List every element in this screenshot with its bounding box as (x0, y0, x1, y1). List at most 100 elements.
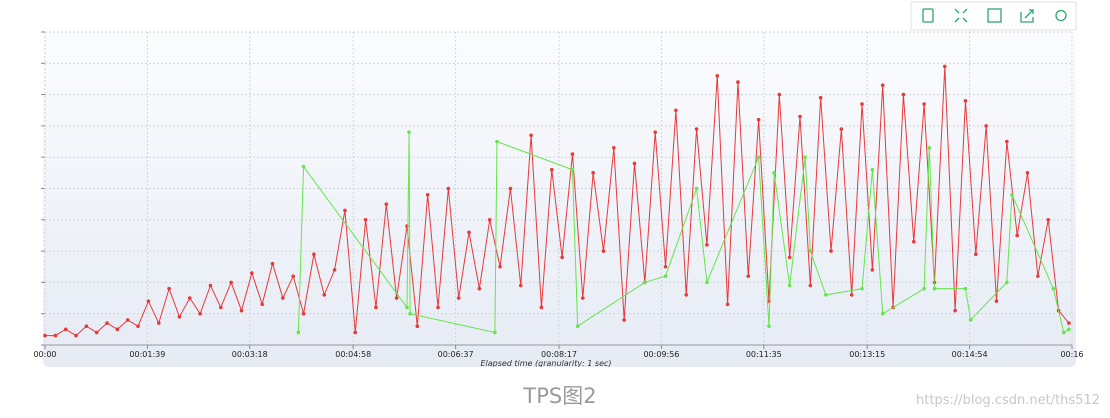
data-point (570, 167, 575, 172)
x-tick-label: 00:11:35 (746, 350, 782, 359)
data-point (803, 155, 807, 159)
data-point (1051, 286, 1056, 291)
data-point (1036, 274, 1040, 278)
x-tick-label: 00:08:17 (541, 350, 577, 359)
data-point (984, 124, 988, 128)
data-point (808, 249, 813, 253)
data-point (756, 117, 761, 122)
data-point (477, 286, 482, 291)
copy-button[interactable] (922, 8, 934, 23)
data-point (495, 139, 499, 144)
data-point (281, 296, 285, 300)
data-point (291, 274, 296, 278)
data-point (84, 324, 89, 329)
data-point (880, 311, 885, 316)
data-point (94, 330, 99, 335)
toolbar-box (910, 1, 1077, 31)
data-point (870, 268, 875, 272)
data-point (518, 283, 523, 288)
data-point (968, 318, 973, 322)
export-button[interactable] (1020, 9, 1034, 23)
data-point (746, 274, 751, 278)
data-point (674, 108, 678, 113)
data-point (824, 293, 828, 297)
data-point (343, 208, 347, 213)
data-point (963, 286, 968, 291)
data-point (694, 186, 699, 191)
data-point (198, 311, 202, 316)
data-point (529, 133, 533, 138)
data-point (301, 164, 306, 169)
data-point (974, 252, 978, 257)
data-point (187, 296, 192, 300)
x-tick-label: 00:13:15 (849, 350, 885, 359)
data-point (1005, 139, 1009, 144)
data-point (156, 321, 161, 325)
data-point (239, 308, 244, 313)
data-point (725, 302, 730, 307)
data-point (456, 296, 461, 300)
data-point (932, 286, 937, 291)
data-point (632, 161, 637, 166)
data-point (436, 305, 440, 310)
data-point (74, 333, 78, 338)
data-point (953, 308, 957, 313)
data-point (1046, 218, 1051, 222)
data-point (772, 171, 776, 175)
toolbar (910, 1, 1077, 31)
data-point (756, 155, 761, 159)
data-point (798, 114, 802, 119)
data-point (1025, 171, 1030, 175)
data-point (508, 186, 513, 191)
x-tick-label: 00:04:58 (335, 350, 371, 359)
data-point (829, 249, 833, 253)
data-point (927, 146, 932, 150)
data-point (53, 333, 58, 338)
x-tick-label: 00:09:56 (643, 350, 679, 359)
data-point (177, 315, 182, 319)
data-point (260, 302, 264, 307)
data-point (467, 230, 471, 235)
x-tick-label: 00:16 (1060, 350, 1083, 359)
data-point (408, 311, 412, 316)
series-line (45, 66, 1070, 337)
data-point (901, 92, 906, 97)
x-tick-label: 00:06:37 (438, 350, 474, 359)
data-point (560, 255, 564, 260)
caption: TPS图2 (522, 384, 596, 408)
x-tick-label: 00:14:54 (952, 350, 988, 359)
data-point (105, 321, 109, 325)
fullscreen-button[interactable] (954, 8, 968, 23)
data-point (1067, 321, 1071, 325)
data-point (487, 218, 492, 222)
data-point (446, 186, 451, 191)
data-point (601, 249, 606, 253)
watermark: https://blog.csdn.net/ths512 (916, 393, 1100, 408)
data-point (575, 324, 580, 329)
data-point (1015, 233, 1019, 238)
data-point (643, 280, 647, 285)
data-point (384, 202, 389, 206)
data-point (715, 74, 720, 78)
data-point (1061, 330, 1066, 335)
data-point (612, 146, 616, 150)
data-point (353, 330, 358, 335)
data-point (549, 167, 554, 172)
data-point (322, 293, 327, 297)
data-point (374, 305, 378, 310)
data-point (394, 296, 399, 300)
data-point (407, 130, 411, 134)
data-point (63, 327, 68, 332)
save-button[interactable] (987, 8, 1002, 23)
data-point (229, 280, 233, 285)
data-point (622, 318, 626, 322)
x-tick-label: 00:00 (33, 350, 56, 359)
data-point (994, 299, 999, 303)
settings-button[interactable] (1055, 9, 1067, 22)
data-point (591, 171, 595, 175)
plot-background (43, 32, 1076, 367)
data-point (911, 239, 916, 244)
data-point (301, 311, 306, 316)
